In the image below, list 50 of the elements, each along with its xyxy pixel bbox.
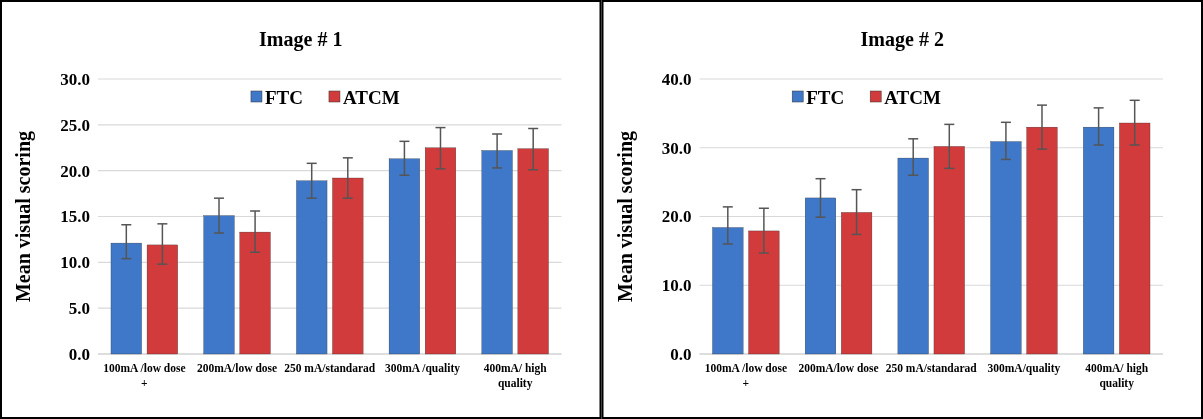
bar <box>897 157 929 355</box>
x-tick-label: 250 mA/standarad <box>284 362 376 374</box>
y-tick-label: 30.0 <box>60 69 90 89</box>
y-tick-label: 20.0 <box>60 161 90 181</box>
chart-title: Image # 1 <box>259 28 343 51</box>
y-tick-label: 30.0 <box>661 138 692 158</box>
legend-label: FTC <box>264 86 303 108</box>
bar <box>1083 126 1115 355</box>
y-tick-label: 10.0 <box>661 276 692 296</box>
x-tick-label: 200mA/low dose <box>798 362 879 374</box>
y-axis-title: Mean visual scoring <box>613 130 637 303</box>
y-tick-label: 0.0 <box>670 344 692 364</box>
bar <box>841 212 873 355</box>
x-tick-label: 300mA/quality <box>987 362 1061 375</box>
y-tick-label: 20.0 <box>661 207 692 227</box>
chart-title: Image # 2 <box>860 28 944 51</box>
bar <box>1026 126 1058 355</box>
bar <box>805 197 836 355</box>
y-tick-label: 10.0 <box>60 253 90 273</box>
bar <box>748 230 780 355</box>
bar <box>712 227 744 355</box>
bar <box>332 177 364 355</box>
bar <box>146 244 178 355</box>
y-tick-label: 15.0 <box>60 207 90 227</box>
bar <box>933 146 965 355</box>
bar <box>481 150 513 355</box>
bar <box>1119 122 1151 355</box>
x-tick-label: 100mA /low dose + <box>704 362 788 389</box>
bar <box>990 141 1022 355</box>
y-tick-label: 25.0 <box>60 115 90 135</box>
bar <box>203 215 235 355</box>
bar <box>388 158 420 355</box>
bar <box>425 147 456 355</box>
x-tick-label: 200mA/low dose <box>196 362 278 374</box>
y-tick-label: 0.0 <box>68 344 90 364</box>
x-tick-label: 400mA/ high quality <box>483 362 548 390</box>
y-axis-title: Mean visual scoring <box>12 130 35 303</box>
legend-label: FTC <box>806 86 845 108</box>
x-tick-label: 250 mA/standarad <box>885 362 978 374</box>
x-tick-label: 300mA /quality <box>384 362 461 375</box>
x-tick-label: 400mA/ high quality <box>1085 362 1149 390</box>
bar <box>239 231 271 355</box>
bar <box>517 148 549 355</box>
bar <box>296 180 328 355</box>
y-tick-label: 40.0 <box>661 69 692 89</box>
legend-label: ATCM <box>342 86 400 108</box>
x-tick-label: 100mA /low dose + <box>103 362 186 389</box>
y-tick-label: 5.0 <box>68 299 90 319</box>
legend-label: ATCM <box>884 86 941 108</box>
bar <box>110 242 142 355</box>
